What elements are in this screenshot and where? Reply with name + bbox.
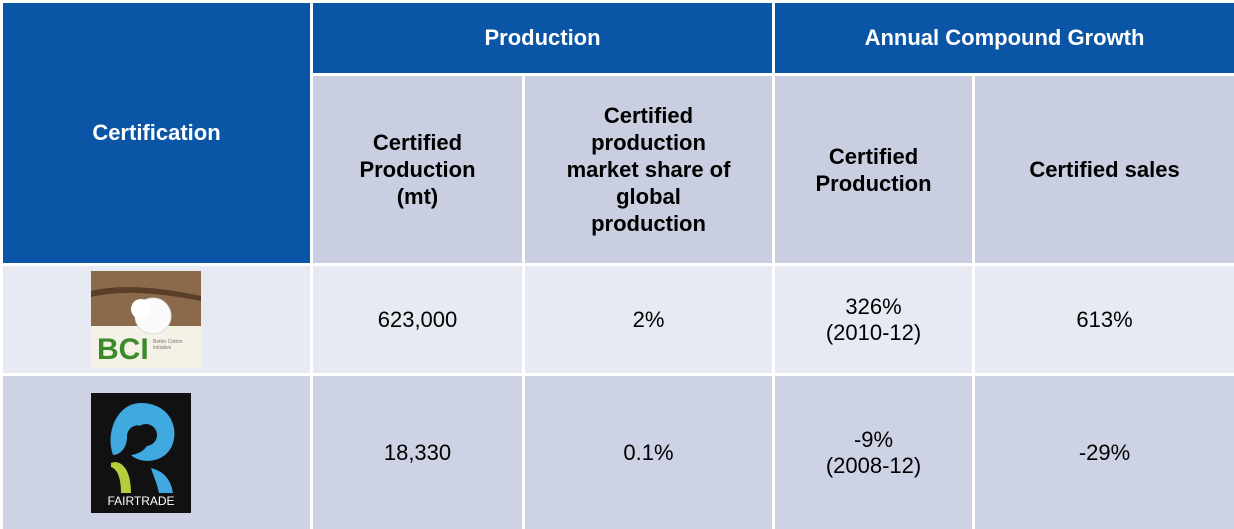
column-header: Certified Production bbox=[772, 73, 976, 266]
logo-text: Better Cotton Initiative bbox=[153, 339, 183, 351]
data-row: BCI Better Cotton Initiative 623,000 2% … bbox=[0, 263, 1234, 376]
header-cell: Certification bbox=[0, 0, 313, 266]
logo-text: BCI bbox=[97, 333, 149, 366]
logo-cell: BCI Better Cotton Initiative bbox=[0, 263, 313, 376]
cell-line: -9% bbox=[853, 426, 894, 452]
cell-line: (2008-12) bbox=[825, 452, 922, 478]
bci-logo: BCI Better Cotton Initiative bbox=[91, 271, 201, 368]
data-row: FAIRTRADE 18,330 0.1% -9% (2008-12) -29% bbox=[0, 373, 1234, 529]
cell: 613% bbox=[972, 263, 1234, 376]
cell: 326% (2010-12) bbox=[772, 263, 976, 376]
cell: 2% bbox=[521, 263, 776, 376]
cell-line: (2010-12) bbox=[825, 319, 922, 345]
cell: 623,000 bbox=[310, 263, 525, 376]
fairtrade-logo: FAIRTRADE bbox=[91, 392, 191, 513]
group-header: Annual Compound Growth bbox=[772, 0, 1234, 76]
cell: -9% (2008-12) bbox=[772, 373, 976, 529]
column-header: Certified production market share of glo… bbox=[521, 73, 776, 266]
column-header: Certified sales bbox=[972, 73, 1234, 266]
cell: 18,330 bbox=[310, 373, 525, 529]
header-row: Certification Production Annual Compound… bbox=[0, 0, 1234, 266]
cell: -29% bbox=[972, 373, 1234, 529]
cell-line: 326% bbox=[845, 293, 902, 319]
group-header: Production bbox=[309, 0, 776, 76]
header-row: Certified Production (mt) Certified prod… bbox=[2, 73, 1234, 266]
column-header: Certified Production (mt) bbox=[310, 73, 525, 266]
logo-text: FAIRTRADE bbox=[107, 494, 174, 508]
logo-cell: FAIRTRADE bbox=[0, 373, 313, 529]
cell: 0.1% bbox=[521, 373, 776, 529]
